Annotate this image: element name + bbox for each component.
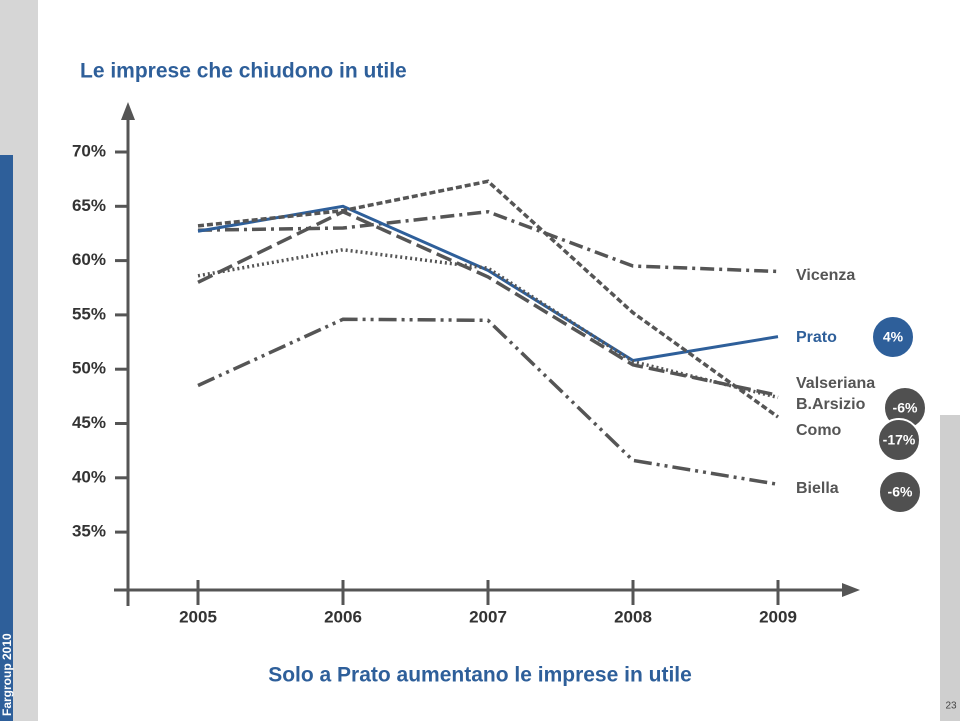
change-badge [871,315,915,359]
y-axis-arrow [121,102,135,120]
series-line [197,209,779,397]
series-label: Como [796,422,842,439]
x-tick-label: 2007 [469,607,507,626]
y-tick-label: 55% [72,304,106,323]
y-tick-label: 50% [72,359,106,378]
footer-left: Fargroup 2010 [0,633,14,716]
series-label: Prato [796,329,837,346]
y-tick-label: 70% [72,141,106,160]
change-badge-label: -6% [893,400,918,416]
y-tick-label: 60% [72,250,106,269]
series-label: B.Arsizio [796,396,866,413]
series-line [197,204,779,363]
change-badge-label: 4% [883,329,904,345]
x-axis-arrow [842,583,860,597]
chart-subtitle: Solo a Prato aumentano le imprese in uti… [268,664,692,687]
y-tick-label: 45% [72,413,106,432]
y-tick-label: 40% [72,467,106,486]
x-tick-label: 2008 [614,607,652,626]
y-tick-label: 35% [72,522,106,541]
y-tick-label: 65% [72,196,106,215]
series-label: Vicenza [796,267,855,284]
x-tick-label: 2006 [324,607,362,626]
series-line [197,179,780,419]
series-line [197,209,779,274]
series-label: Biella [796,480,839,497]
chart-title: Le imprese che chiudono in utile [80,60,407,83]
right-band [940,415,960,721]
x-tick-label: 2009 [759,607,797,626]
change-badge-label: -6% [888,484,913,500]
change-badge [878,470,922,514]
x-tick-label: 2005 [179,607,217,626]
change-badge-label: -17% [883,432,916,448]
series-label: Valseriana [796,375,875,392]
page-number: 23 [945,701,957,712]
left-accent [0,155,13,721]
series-line [197,317,779,487]
change-badge [877,418,921,462]
